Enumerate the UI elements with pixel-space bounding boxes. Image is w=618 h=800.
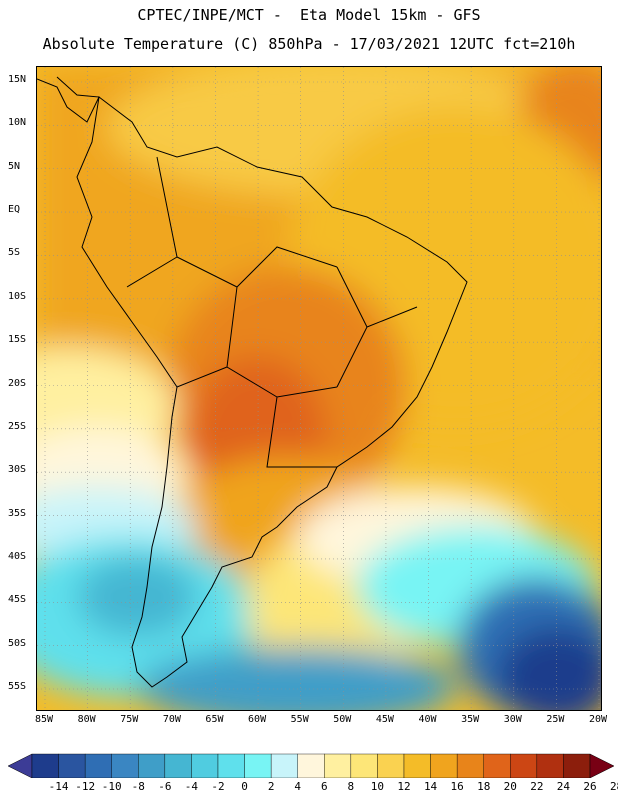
colorbar-swatch (138, 753, 166, 778)
south-america-outline (76, 96, 468, 688)
colorbar-swatch (324, 753, 352, 778)
colorbar-swatch (84, 753, 112, 778)
latitude-label: 40S (8, 550, 27, 562)
colorbar-swatch (510, 753, 538, 778)
longitude-label: 60W (248, 714, 267, 725)
latitude-label: 50S (8, 637, 27, 649)
field-south (137, 647, 457, 710)
colorbar-tick-label: 18 (477, 780, 491, 793)
colorbar-tick-label: 6 (320, 780, 328, 793)
colorbar-swatch (111, 753, 139, 778)
colorbar-tick-label: 10 (370, 780, 385, 793)
longitude-label: 85W (34, 714, 54, 725)
longitude-label: 20W (588, 714, 608, 725)
colorbar-tick-label: 8 (347, 780, 355, 793)
colorbar-swatch (483, 753, 511, 778)
colorbar-swatch (377, 753, 405, 778)
colorbar-tick-label: 2 (267, 780, 275, 793)
colorbar-under-arrow (7, 753, 33, 778)
longitude-label: 75W (120, 714, 139, 725)
latitude-label: 5S (8, 247, 21, 259)
colorbar-tick-label: 14 (423, 780, 438, 793)
latitude-label: 10N (8, 117, 27, 129)
colorbar-swatch (191, 753, 219, 778)
longitude-label: 70W (162, 714, 181, 725)
colorbar-swatch (164, 753, 192, 778)
central-america-outline (37, 76, 100, 123)
colorbar-tick-label: 22 (530, 780, 544, 793)
colorbar-tick-label: 4 (294, 780, 302, 793)
colorbar-over-arrow (589, 753, 615, 778)
latitude-label: 55S (8, 681, 27, 692)
colorbar-tick-label: -12 (75, 780, 96, 793)
latitude-label: 10S (8, 290, 27, 302)
colorbar-tick-label: 20 (503, 780, 517, 793)
map-canvas (37, 67, 601, 710)
longitude-label: 25W (546, 714, 565, 725)
longitude-label: 50W (333, 714, 352, 725)
colorbar-swatch (536, 753, 564, 778)
latitude-label: 25S (8, 420, 27, 432)
colorbar-tick-label: 12 (397, 780, 411, 793)
colorbar-tick-label: -4 (184, 780, 199, 793)
longitude-label: 80W (77, 714, 96, 725)
country-borders (126, 156, 418, 468)
colorbar (7, 753, 615, 778)
temperature-map (36, 66, 602, 711)
latitude-label: 15S (8, 334, 27, 346)
colorbar-tick-label: 26 (583, 780, 597, 793)
colorbar-tick-label: 24 (556, 780, 571, 793)
colorbar-tick-label: -6 (158, 780, 172, 793)
colorbar-swatch (456, 753, 484, 778)
colorbar-swatch (31, 753, 59, 778)
colorbar-swatch (58, 753, 86, 778)
latitude-label: 30S (8, 464, 27, 476)
longitude-label: 35W (461, 714, 480, 725)
colorbar-swatch (430, 753, 458, 778)
longitude-label: 55W (290, 714, 309, 725)
latitude-label: 35S (8, 507, 27, 519)
colorbar-tick-label: -14 (48, 780, 69, 793)
title-line-2: Absolute Temperature (C) 850hPa - 17/03/… (42, 35, 576, 53)
colorbar-swatch (297, 753, 325, 778)
latitude-label: 20S (8, 377, 27, 389)
colorbar-tick-label: 16 (450, 780, 464, 793)
coastlines (37, 76, 468, 688)
colorbar-swatch (217, 753, 245, 778)
colorbar-tick-label: 28 (609, 780, 618, 793)
colorbar-swatch (403, 753, 431, 778)
field-sa-colder (497, 627, 601, 710)
colorbar-tick-label: -10 (101, 780, 122, 793)
title-line-1: CPTEC/INPE/MCT - Eta Model 15km - GFS (137, 6, 481, 24)
longitude-label: 45W (375, 714, 394, 725)
longitude-label: 40W (418, 714, 437, 725)
colorbar-swatch (270, 753, 298, 778)
temperature-field (37, 67, 601, 710)
latitude-label: EQ (8, 204, 21, 216)
latitude-label: 15N (8, 74, 27, 85)
longitude-label: 65W (205, 714, 224, 725)
colorbar-swatch (563, 753, 591, 778)
colorbar-tick-label: -8 (131, 780, 145, 793)
field-patagonia-2 (77, 557, 197, 637)
colorbar-swatch (244, 753, 272, 778)
colorbar-tick-label: 0 (241, 780, 248, 793)
latitude-label: 45S (8, 594, 27, 606)
latitude-label: 5N (8, 160, 21, 172)
colorbar-tick-label: -2 (211, 780, 225, 793)
longitude-label: 30W (503, 714, 522, 725)
colorbar-swatch (350, 753, 378, 778)
